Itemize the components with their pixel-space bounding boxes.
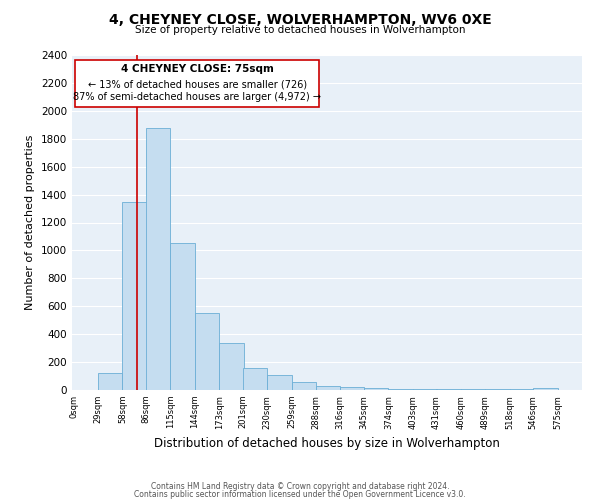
Bar	[243, 368, 267, 390]
Text: 4, CHEYNEY CLOSE, WOLVERHAMPTON, WV6 0XE: 4, CHEYNEY CLOSE, WOLVERHAMPTON, WV6 0XE	[109, 12, 491, 26]
Bar	[219, 343, 244, 390]
Bar	[170, 244, 195, 390]
Text: Contains HM Land Registry data © Crown copyright and database right 2024.: Contains HM Land Registry data © Crown c…	[151, 482, 449, 491]
X-axis label: Distribution of detached houses by size in Wolverhampton: Distribution of detached houses by size …	[154, 437, 500, 450]
Bar	[340, 387, 364, 390]
Text: 4 CHEYNEY CLOSE: 75sqm: 4 CHEYNEY CLOSE: 75sqm	[121, 64, 274, 74]
Bar	[388, 388, 413, 390]
Bar	[195, 313, 219, 390]
Bar	[292, 382, 316, 390]
Bar	[533, 388, 557, 390]
Text: ← 13% of detached houses are smaller (726): ← 13% of detached houses are smaller (72…	[88, 80, 307, 90]
Bar	[98, 372, 122, 390]
Text: Contains public sector information licensed under the Open Government Licence v3: Contains public sector information licen…	[134, 490, 466, 499]
Bar	[76, 60, 319, 108]
Bar	[267, 376, 292, 390]
Bar	[122, 202, 147, 390]
Y-axis label: Number of detached properties: Number of detached properties	[25, 135, 35, 310]
Text: 87% of semi-detached houses are larger (4,972) →: 87% of semi-detached houses are larger (…	[73, 92, 322, 102]
Bar	[316, 386, 340, 390]
Bar	[364, 388, 388, 390]
Bar	[146, 128, 170, 390]
Text: Size of property relative to detached houses in Wolverhampton: Size of property relative to detached ho…	[135, 25, 465, 35]
